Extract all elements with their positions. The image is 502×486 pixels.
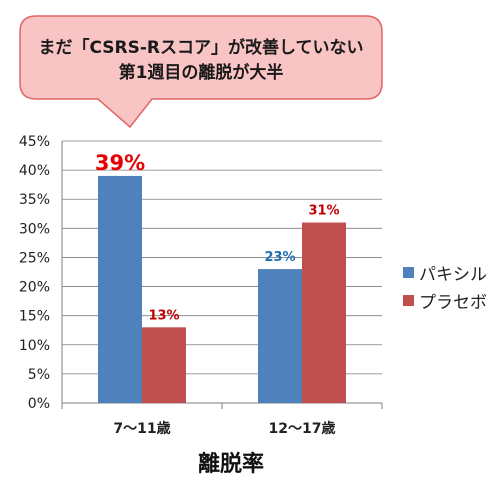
y-tick-label: 35%	[19, 192, 50, 208]
x-tick-label: 12～17歳	[269, 420, 336, 437]
bars	[98, 175, 346, 403]
callout-path	[19, 15, 383, 129]
y-tick-label: 5%	[28, 367, 50, 383]
y-tick-label: 30%	[19, 221, 50, 237]
legend: パキシル プラセボ	[403, 258, 487, 314]
y-tick-label: 25%	[19, 250, 50, 266]
legend-label-series-b: プラセボ	[419, 292, 487, 313]
callout-line-1: まだ「CSRS-Rスコア」が改善していない	[38, 38, 364, 58]
data-label-0-0: 39%	[95, 151, 145, 175]
callout-text: まだ「CSRS-Rスコア」が改善していない 第1週目の離脱が大半	[22, 36, 380, 86]
x-tick-label: 7～11歳	[113, 420, 170, 437]
x-axis-title: 離脱率	[197, 452, 264, 477]
y-tick-labels: 0% 5% 10% 15% 20% 25% 30% 35% 40% 45%	[19, 134, 50, 412]
y-tick-label: 10%	[19, 338, 50, 354]
y-tick-label: 15%	[19, 309, 50, 325]
data-labels: 39% 13% 23% 31%	[95, 151, 340, 323]
data-label-1-1: 31%	[308, 204, 339, 219]
data-label-0-1: 13%	[148, 308, 179, 323]
legend-swatch-series-b	[403, 294, 414, 306]
bar-1-0	[258, 269, 302, 403]
bar-0-1	[142, 327, 186, 403]
x-tick-labels: 7～11歳 12～17歳	[113, 420, 335, 437]
legend-label-series-a: パキシル	[419, 264, 487, 285]
bar-1-1	[302, 222, 346, 403]
callout-line-2: 第1週目の離脱が大半	[118, 63, 284, 83]
legend-swatch-series-a	[403, 266, 414, 278]
y-tick-label: 40%	[19, 163, 50, 179]
y-tick-label: 20%	[19, 280, 50, 296]
legend-item-series-a: パキシル	[403, 258, 487, 286]
y-tick-label: 0%	[28, 396, 50, 412]
y-tick-label: 45%	[19, 134, 50, 150]
data-label-1-0: 23%	[264, 250, 295, 265]
bar-0-0	[98, 175, 142, 403]
legend-item-series-b: プラセボ	[403, 286, 487, 314]
callout-bubble	[19, 15, 383, 129]
